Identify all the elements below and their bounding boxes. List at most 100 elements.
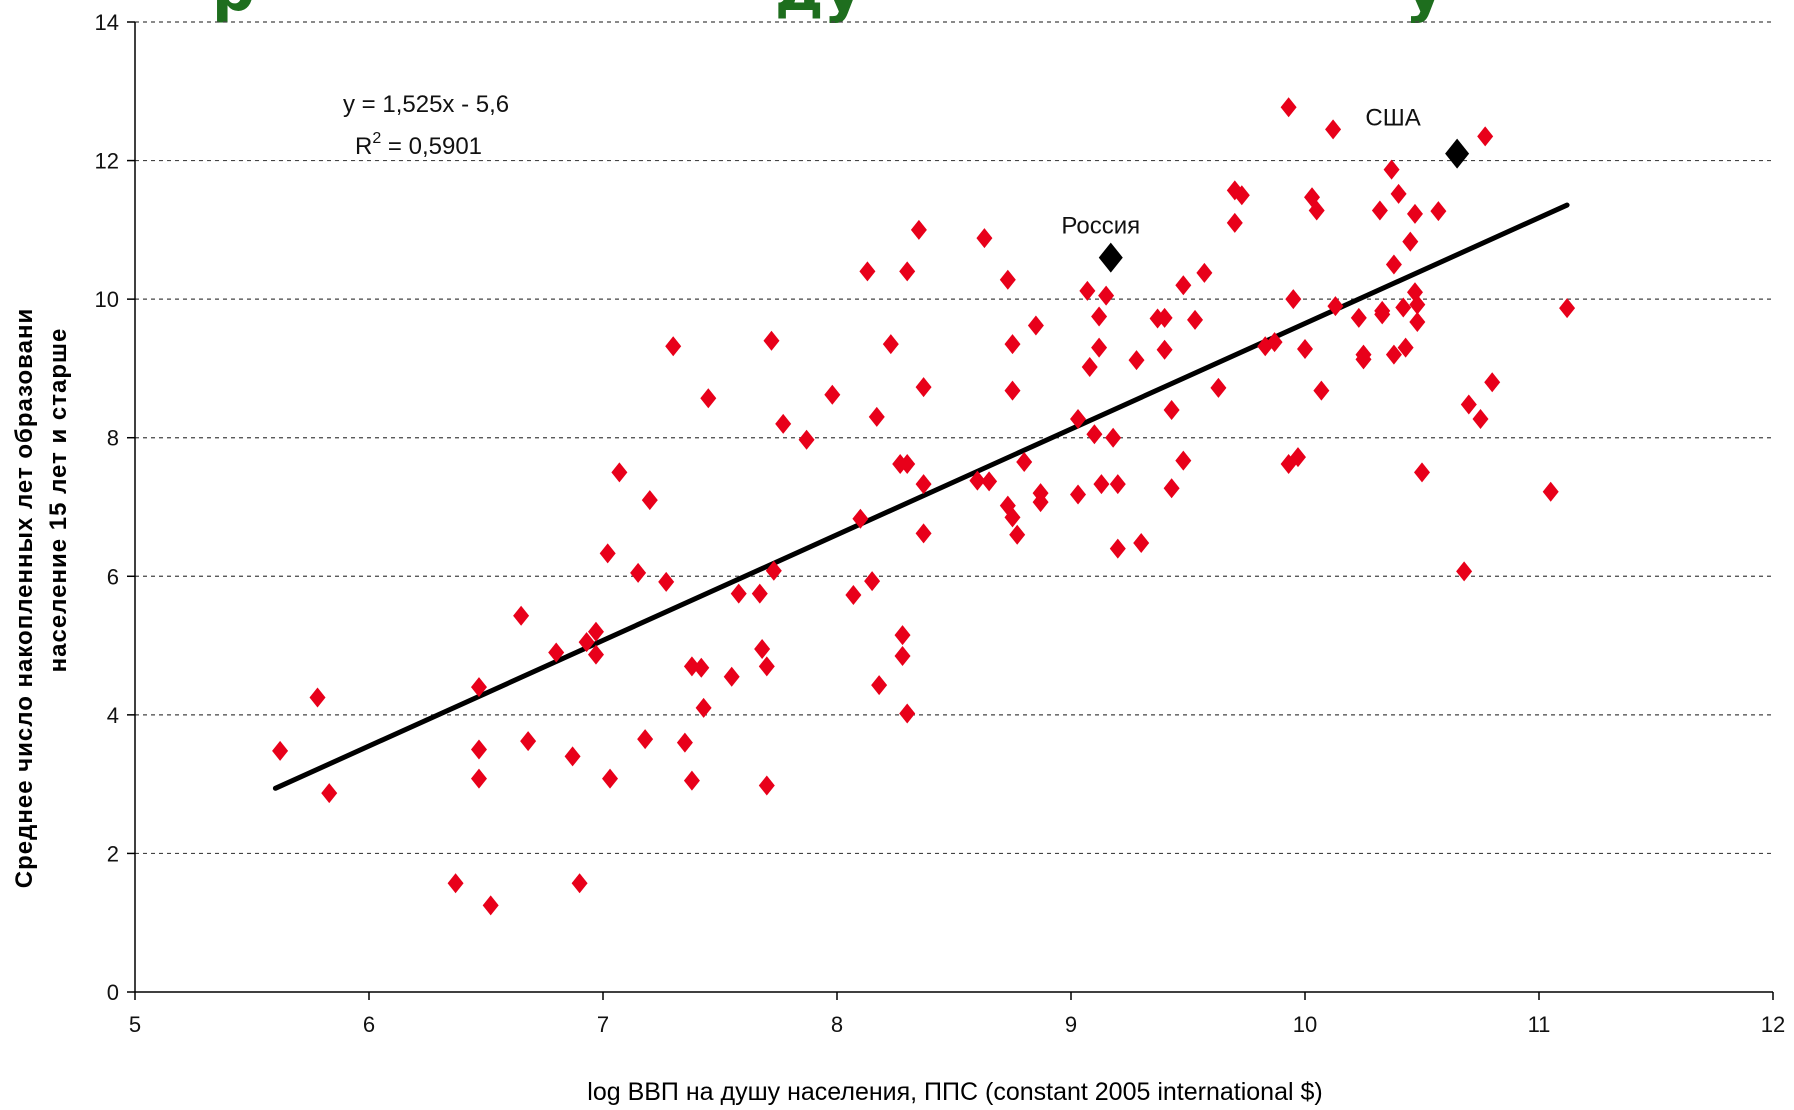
- highlight-point: [1098, 242, 1123, 273]
- data-point: [1233, 185, 1250, 206]
- data-point: [969, 470, 986, 491]
- data-point: [1175, 450, 1192, 471]
- data-point: [676, 732, 693, 753]
- data-point: [1016, 451, 1033, 472]
- data-point: [578, 632, 595, 653]
- data-point: [1477, 126, 1494, 147]
- highlight-point: [1445, 138, 1470, 169]
- data-point: [1009, 524, 1026, 545]
- x-tick-label: 6: [363, 1012, 375, 1037]
- data-point: [1472, 409, 1489, 430]
- data-point: [1086, 424, 1103, 445]
- y-tick-label: 6: [107, 564, 119, 589]
- data-point: [641, 490, 658, 511]
- data-point: [723, 666, 740, 687]
- data-point: [1327, 296, 1344, 317]
- data-point: [548, 642, 565, 663]
- data-point: [1163, 478, 1180, 499]
- data-point: [1395, 297, 1412, 318]
- data-point: [915, 474, 932, 495]
- data-point: [1289, 447, 1306, 468]
- data-point: [1355, 349, 1372, 370]
- data-point: [1266, 332, 1283, 353]
- data-point: [763, 330, 780, 351]
- highlighted-points: Россия США: [1061, 105, 1470, 273]
- data-point: [1414, 462, 1430, 483]
- x-tick-label: 12: [1761, 1012, 1785, 1037]
- data-point: [775, 413, 792, 434]
- data-point: [693, 657, 710, 678]
- y-tick-label: 0: [107, 980, 119, 1005]
- y-axis-title-line2: население 15 лет и старше: [45, 328, 72, 673]
- data-point: [852, 508, 869, 529]
- data-point: [1133, 533, 1150, 554]
- data-point: [899, 454, 916, 475]
- data-point: [447, 873, 464, 894]
- data-point: [1285, 289, 1302, 310]
- data-point: [1385, 254, 1402, 275]
- data-point: [1070, 409, 1087, 430]
- data-point: [571, 873, 588, 894]
- data-point: [1109, 474, 1126, 495]
- data-point: [1210, 377, 1227, 398]
- data-point: [1105, 427, 1122, 448]
- data-point: [470, 677, 487, 698]
- y-tick-label: 4: [107, 703, 119, 728]
- data-point: [1081, 357, 1098, 378]
- data-point: [700, 388, 717, 409]
- trend-equation: y = 1,525x - 5,6: [343, 91, 509, 118]
- data-point: [976, 228, 993, 249]
- data-point: [482, 895, 499, 916]
- data-point: [1098, 285, 1115, 306]
- data-point: [602, 768, 619, 789]
- trendline: [272, 202, 1570, 791]
- data-point: [611, 462, 628, 483]
- x-tick-label: 5: [129, 1012, 141, 1037]
- data-point: [658, 571, 675, 592]
- data-point: [1156, 307, 1173, 328]
- data-point: [1402, 231, 1419, 252]
- data-point: [1308, 200, 1325, 221]
- data-point: [1409, 294, 1426, 315]
- data-point: [513, 605, 530, 626]
- y-tick-label: 8: [107, 426, 119, 451]
- data-point: [1128, 350, 1145, 371]
- data-point: [1350, 307, 1367, 328]
- data-point: [1456, 561, 1473, 582]
- data-point: [1313, 380, 1330, 401]
- data-point: [871, 675, 888, 696]
- data-point: [899, 261, 916, 282]
- data-point: [564, 746, 581, 767]
- data-point: [1093, 474, 1110, 495]
- trendline-group: [272, 202, 1570, 791]
- y-tick-label: 14: [95, 10, 119, 35]
- data-point: [1397, 337, 1414, 358]
- data-point: [637, 729, 654, 750]
- data-point: [321, 783, 338, 804]
- data-point: [1383, 159, 1400, 180]
- data-point: [1196, 262, 1213, 283]
- data-point: [1406, 203, 1423, 224]
- data-point: [894, 645, 911, 666]
- data-point: [665, 336, 682, 357]
- data-point: [868, 406, 885, 427]
- data-point: [520, 731, 537, 752]
- data-point: [1079, 280, 1096, 301]
- data-point: [730, 583, 747, 604]
- data-point: [1385, 344, 1402, 365]
- data-point: [695, 697, 712, 718]
- data-point: [1559, 298, 1576, 319]
- data-point: [1542, 481, 1559, 502]
- y-tick-label: 12: [95, 149, 119, 174]
- data-point: [999, 269, 1016, 290]
- data-point: [1297, 339, 1313, 360]
- title-fragment-right: у: [1405, 0, 1444, 25]
- data-point: [864, 571, 881, 592]
- data-point: [910, 219, 927, 240]
- data-point: [470, 739, 487, 760]
- data-point: [1409, 312, 1426, 333]
- data-point: [1004, 380, 1021, 401]
- data-point: [309, 687, 326, 708]
- data-point: [1109, 538, 1126, 559]
